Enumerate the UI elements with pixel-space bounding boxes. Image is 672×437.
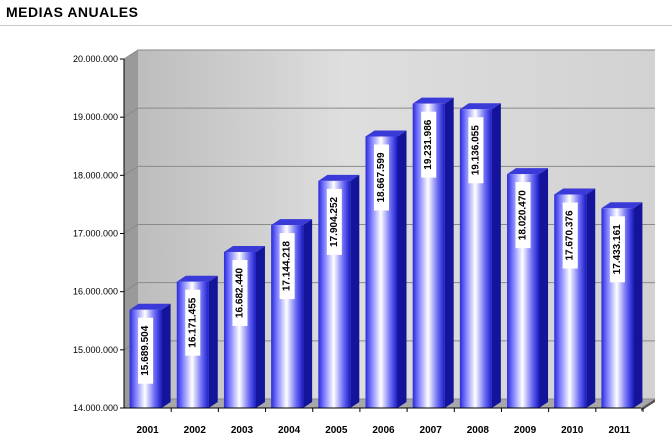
chart-title: MEDIAS ANUALES xyxy=(6,4,139,20)
bar: 15.689.504 xyxy=(129,303,171,408)
bar: 16.682.440 xyxy=(223,245,265,408)
data-label: 17.144.218 xyxy=(282,241,293,291)
bar-top xyxy=(176,275,218,282)
bar: 19.136.055 xyxy=(459,103,501,408)
bar: 17.144.218 xyxy=(271,219,313,408)
bar-side xyxy=(350,174,360,408)
bar: 17.904.252 xyxy=(318,174,360,408)
bar-top xyxy=(554,188,596,195)
y-tick-label: 14.000.000 xyxy=(73,403,118,413)
bar-side xyxy=(491,103,501,408)
bar-side xyxy=(539,168,549,408)
bar-side xyxy=(586,188,596,408)
bar: 17.670.376 xyxy=(554,188,596,408)
y-tick-label: 15.000.000 xyxy=(73,345,118,355)
bar: 16.171.455 xyxy=(176,275,218,408)
data-label: 16.682.440 xyxy=(234,268,245,318)
bar-top xyxy=(365,130,407,137)
x-tick-label: 2004 xyxy=(278,425,301,436)
title-divider xyxy=(0,25,672,26)
x-tick-label: 2010 xyxy=(561,425,584,436)
data-label-box xyxy=(185,289,201,356)
data-label-box xyxy=(515,182,531,249)
data-label-box xyxy=(232,259,248,326)
data-label-box xyxy=(138,317,154,384)
y-tick-label: 20.000.000 xyxy=(73,54,118,64)
bar-top xyxy=(507,168,549,175)
data-label: 18.667.599 xyxy=(376,152,387,202)
data-label: 16.171.455 xyxy=(187,297,198,347)
bar-top xyxy=(271,219,313,226)
bar-side xyxy=(444,97,454,408)
y-tick-label: 16.000.000 xyxy=(73,287,118,297)
data-label-box xyxy=(468,117,484,184)
data-label: 17.433.161 xyxy=(612,224,623,274)
x-tick-label: 2001 xyxy=(136,425,159,436)
data-label-box xyxy=(374,144,389,211)
data-label-box xyxy=(421,111,437,178)
bar-side xyxy=(397,130,407,408)
bar-top xyxy=(459,103,501,110)
bar-side xyxy=(255,245,265,408)
gridline xyxy=(123,49,655,60)
bar-top xyxy=(223,245,265,252)
y-tick-label: 19.000.000 xyxy=(73,112,118,122)
x-tick-label: 2008 xyxy=(467,425,490,436)
bar-top xyxy=(601,202,643,209)
data-label: 17.904.252 xyxy=(329,196,340,246)
data-label: 17.670.376 xyxy=(565,210,576,260)
x-tick-label: 2003 xyxy=(231,425,254,436)
data-label: 18.020.470 xyxy=(518,190,529,240)
data-label: 19.136.055 xyxy=(470,125,481,175)
x-tick-label: 2006 xyxy=(372,425,395,436)
data-label-box xyxy=(326,188,342,255)
bar-top xyxy=(129,303,171,310)
bar-side xyxy=(633,202,643,408)
y-tick-label: 18.000.000 xyxy=(73,170,118,180)
data-label-box xyxy=(562,202,578,269)
x-tick-label: 2002 xyxy=(184,425,207,436)
bar-side xyxy=(208,275,218,408)
data-label: 15.689.504 xyxy=(140,325,151,375)
bar-top xyxy=(412,97,454,104)
x-tick-label: 2007 xyxy=(420,425,443,436)
x-tick-label: 2005 xyxy=(325,425,348,436)
y-tick-label: 17.000.000 xyxy=(73,229,118,239)
bar-top xyxy=(318,174,360,181)
bar: 18.020.470 xyxy=(507,168,549,408)
floor-edge xyxy=(641,399,655,411)
data-label-box xyxy=(279,233,295,300)
bar-side xyxy=(161,303,171,408)
bar: 17.433.161 xyxy=(601,202,643,408)
data-label-box xyxy=(609,216,625,283)
bar-side xyxy=(303,219,313,408)
bar: 19.231.986 xyxy=(412,97,454,408)
x-tick-label: 2009 xyxy=(514,425,537,436)
data-label: 19.231.986 xyxy=(423,119,434,169)
bar: 18.667.599 xyxy=(365,130,407,408)
x-tick-label: 2011 xyxy=(609,425,631,436)
